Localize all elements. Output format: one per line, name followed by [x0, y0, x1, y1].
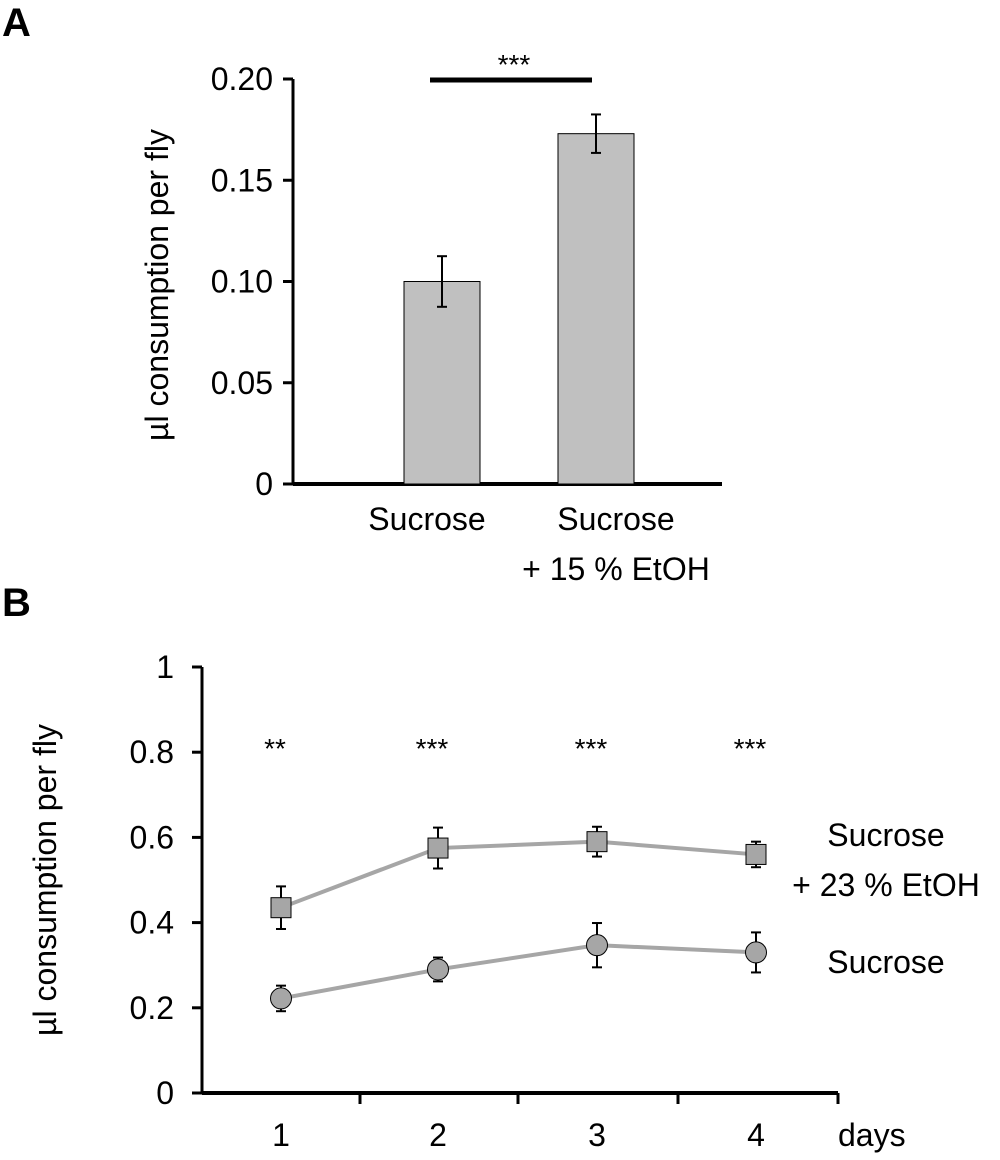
- panel-b-x-ticks: 1 2 3 4: [272, 1093, 840, 1153]
- panel-b-series-label: Sucrose: [827, 817, 944, 853]
- panel-b-series-label: Sucrose: [827, 944, 944, 980]
- panel-b-y-tick-label: 0.2: [130, 990, 174, 1026]
- panel-b-series-line: [280, 943, 757, 1001]
- panel-a-bars: [403, 133, 635, 485]
- panel-b-error-bars: [276, 825, 761, 1013]
- panel-b-y-tick-label: 0.6: [130, 819, 174, 855]
- panel-b-markers: [270, 831, 767, 1010]
- panel-b-x-tick-label: 3: [588, 1117, 606, 1153]
- panel-a-y-tick-label: 0.20: [211, 61, 273, 97]
- panel-b-significance-label: ***: [575, 733, 608, 764]
- panel-b-significance-label: ***: [416, 733, 449, 764]
- panel-a-letter: A: [2, 1, 31, 45]
- panel-b-series-label: + 23 % EtOH: [792, 867, 980, 903]
- panel-a-category-label: Sucrose: [368, 501, 485, 537]
- panel-b-circle-marker: [586, 934, 608, 957]
- panel-a-bar-chart: A µl consumption per fly 0 0.05 0.10 0.15 0.…: [2, 1, 722, 587]
- panel-b-y-tick-label: 0: [156, 1075, 174, 1111]
- panel-b-significance-label: ***: [734, 733, 767, 764]
- panel-b-x-axis-title: days: [838, 1117, 906, 1153]
- panel-b-x-tick-label: 4: [747, 1117, 765, 1153]
- panel-b-y-axis-title: µl consumption per fly: [27, 724, 63, 1036]
- panel-a-y-tick-label: 0.10: [211, 264, 273, 300]
- panel-b-circle-marker: [745, 941, 767, 964]
- panel-a-significance-label: ***: [498, 49, 531, 80]
- panel-b-significance: ** *** *** ***: [264, 733, 766, 764]
- panel-b-circle-marker: [270, 987, 292, 1010]
- panel-b-square-marker: [270, 897, 292, 919]
- panel-b-y-tick-label: 1: [156, 649, 174, 685]
- panel-a-significance: ***: [430, 49, 592, 83]
- panel-a-y-ticks: 0 0.05 0.10 0.15 0.20: [211, 61, 293, 502]
- panel-a-category-label: Sucrose: [557, 501, 674, 537]
- panel-b-line-chart: B µl consumption per fly days 0 0.2 0.4 0.6…: [2, 581, 980, 1153]
- panel-b-series-line: [280, 839, 757, 910]
- panel-a-bar: [403, 281, 481, 485]
- panel-b-square-marker: [427, 837, 449, 859]
- panel-a-category-labels: Sucrose Sucrose + 15 % EtOH: [368, 501, 710, 587]
- panel-b-significance-label: **: [264, 733, 286, 764]
- panel-b-series-lines: [280, 839, 757, 1001]
- panel-a-bar: [557, 133, 635, 485]
- panel-a-y-tick-label: 0.15: [211, 162, 273, 198]
- panel-b-series-labels: Sucrose + 23 % EtOH Sucrose: [792, 817, 980, 980]
- panel-a-error-bars: [437, 113, 601, 308]
- panel-a-y-tick-label: 0: [255, 466, 273, 502]
- panel-b-x-tick-label: 2: [429, 1117, 447, 1153]
- panel-a-y-axis-title: µl consumption per fly: [139, 129, 175, 441]
- panel-b-y-ticks: 0 0.2 0.4 0.6 0.8 1: [130, 649, 202, 1111]
- panel-b-square-marker: [586, 831, 608, 853]
- panel-b-circle-marker: [427, 958, 449, 981]
- panel-b-letter: B: [2, 581, 31, 625]
- panel-a-category-label: + 15 % EtOH: [522, 551, 710, 587]
- panel-b-x-tick-label: 1: [272, 1117, 290, 1153]
- panel-b-square-marker: [745, 843, 767, 865]
- panel-b-y-tick-label: 0.4: [130, 905, 174, 941]
- panel-a-y-tick-label: 0.05: [211, 365, 273, 401]
- panel-b-y-tick-label: 0.8: [130, 734, 174, 770]
